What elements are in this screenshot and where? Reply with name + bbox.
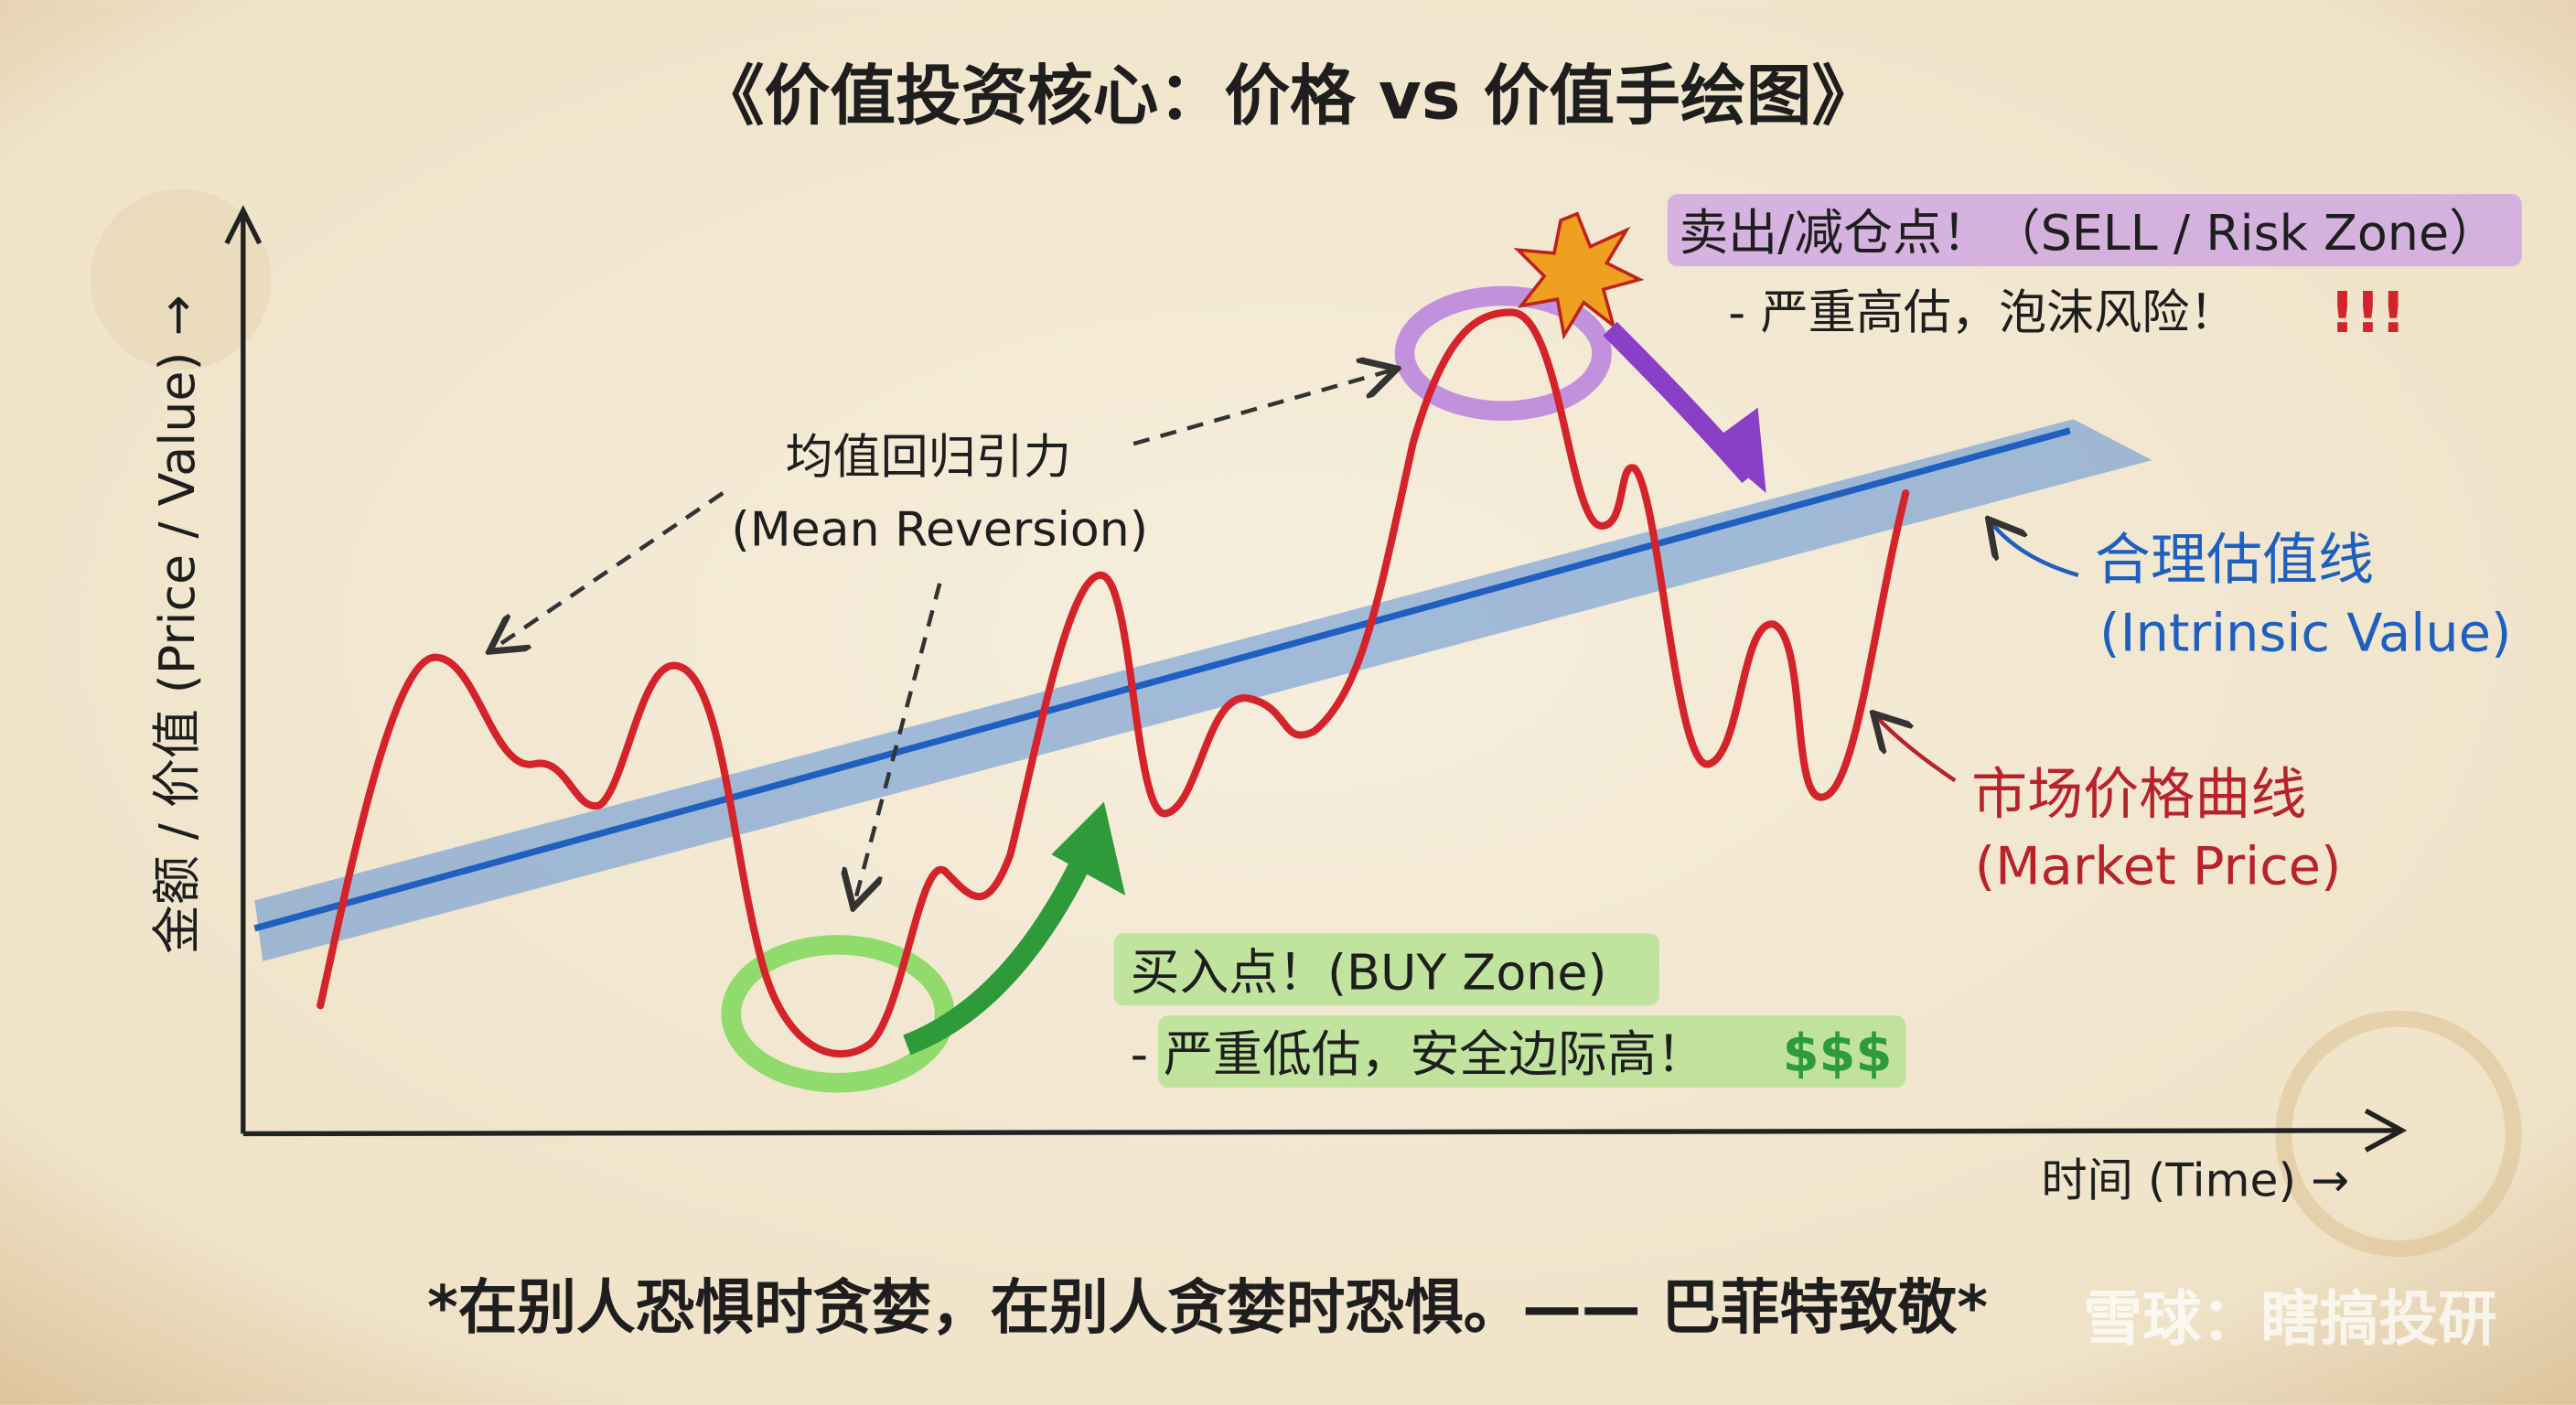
title: 《价值投资核心：价格 vs 价值手绘图》	[699, 58, 1878, 134]
reversion-subtitle: (Mean Reversion)	[731, 502, 1148, 557]
value-pointer	[1991, 522, 2079, 577]
stain	[2275, 1010, 2522, 1258]
x-axis	[242, 1108, 2408, 1153]
market-title: 市场价格曲线	[1971, 762, 2306, 827]
y-axis-label: 金额 / 价值 (Price / Value) →	[148, 295, 206, 954]
intrinsic-title: 合理估值线	[2095, 527, 2374, 592]
buy-note: - 严重低估，安全边际高！	[1131, 1025, 1706, 1083]
value-band	[254, 419, 2152, 961]
quote: *在别人恐惧时贪婪，在别人贪婪时恐惧。—— 巴菲特致敬*	[427, 1273, 1988, 1342]
market-subtitle: (Market Price)	[1975, 835, 2342, 896]
buy-arrow-head	[1051, 801, 1126, 896]
sell-arrow-head	[1708, 407, 1766, 494]
buy-title: 买入点！(BUY Zone)	[1131, 943, 1607, 1001]
buy-circle	[721, 935, 955, 1093]
sell-circle	[1394, 285, 1612, 421]
intrinsic-value-line	[253, 427, 2071, 932]
reversion-title: 均值回归引力	[785, 430, 1070, 485]
y-axis	[224, 205, 263, 1134]
sell-title: 卖出/减仓点！（SELL / Risk Zone）	[1679, 204, 2498, 262]
stain	[90, 188, 272, 370]
buy-mark: $$$	[1783, 1023, 1893, 1084]
sell-highlight	[1667, 194, 2522, 267]
reversion-arrow	[1132, 370, 1393, 446]
buy-arrow	[903, 833, 1102, 1056]
price-pointer	[1876, 716, 1957, 783]
buy-highlight	[1158, 1015, 1906, 1089]
market-price-curve	[317, 308, 1910, 1058]
sell-mark: !!!	[2330, 281, 2407, 346]
starburst	[1513, 211, 1645, 340]
watermark: 雪球：瞎搞投研	[2083, 1285, 2496, 1354]
buy-highlight	[1113, 933, 1659, 1006]
sell-note: - 严重高估，泡沫风险！	[1728, 285, 2237, 340]
intrinsic-subtitle: (Intrinsic Value)	[2099, 602, 2511, 663]
reversion-arrow	[493, 491, 724, 649]
x-axis-label: 时间 (Time) →	[2041, 1153, 2349, 1207]
